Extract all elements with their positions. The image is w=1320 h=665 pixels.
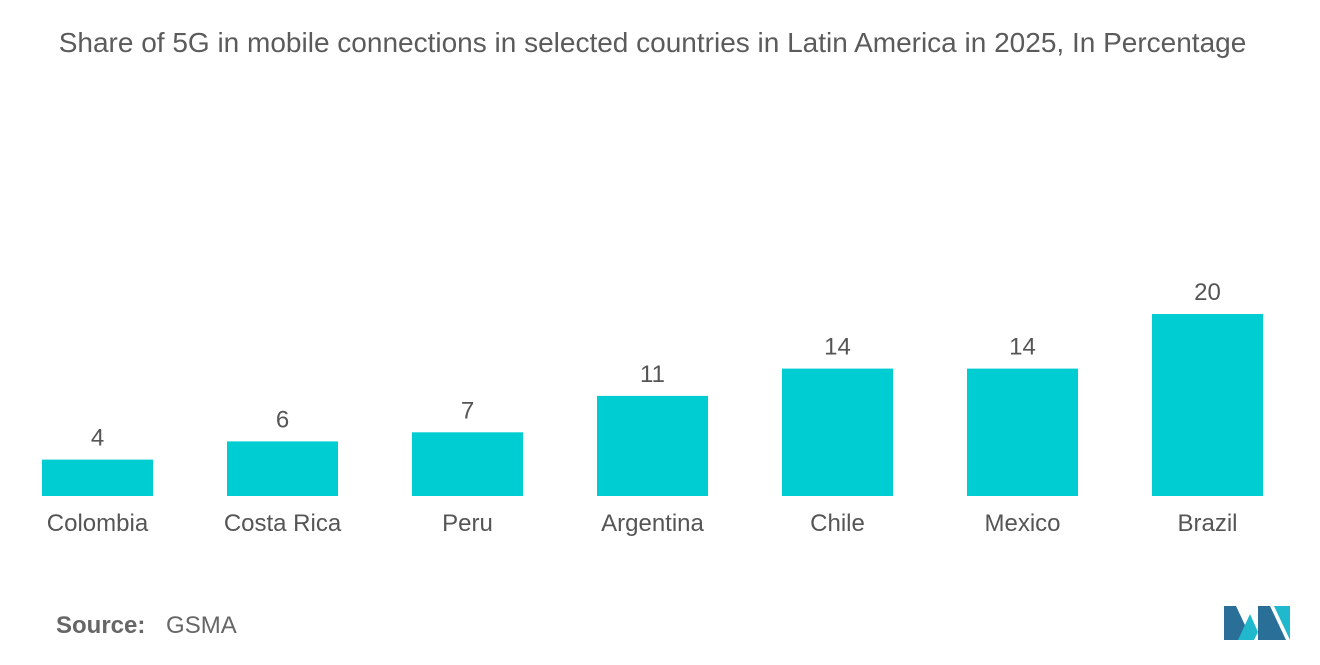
logo-shape-right-accent xyxy=(1274,606,1290,640)
bar-colombia xyxy=(42,459,153,496)
bar-chart: 4 Colombia 6 Costa Rica 7 Peru 11 Argentina 14 Ch… xyxy=(42,279,1263,537)
x-tick-label: Chile xyxy=(810,510,865,537)
x-tick-label: Costa Rica xyxy=(224,510,342,537)
bar-costa-rica xyxy=(227,441,338,496)
data-label: 20 xyxy=(1194,279,1221,306)
source-value: GSMA xyxy=(166,612,237,639)
data-label: 14 xyxy=(824,334,851,361)
x-tick-label: Colombia xyxy=(47,510,149,537)
x-tick-label: Brazil xyxy=(1177,510,1237,537)
source-label: Source: xyxy=(56,612,146,639)
bar-peru xyxy=(412,432,523,496)
data-label: 14 xyxy=(1009,334,1036,361)
data-label: 6 xyxy=(276,406,289,433)
data-label: 7 xyxy=(461,397,474,424)
logo-shape-middle xyxy=(1238,614,1258,640)
bar-brazil xyxy=(1152,314,1263,496)
chart-title: Share of 5G in mobile connections in sel… xyxy=(58,27,1247,58)
bar-argentina xyxy=(597,395,708,496)
x-tick-label: Argentina xyxy=(601,510,704,537)
bar-chile xyxy=(782,368,893,496)
data-label: 11 xyxy=(640,361,665,388)
mordor-intelligence-logo-icon xyxy=(1224,606,1290,640)
data-label: 4 xyxy=(91,425,104,452)
bar-mexico xyxy=(967,368,1078,496)
x-tick-label: Mexico xyxy=(984,510,1060,537)
x-tick-label: Peru xyxy=(442,510,493,537)
source-line: Source: GSMA xyxy=(56,612,237,640)
logo-shape-right xyxy=(1258,606,1286,640)
